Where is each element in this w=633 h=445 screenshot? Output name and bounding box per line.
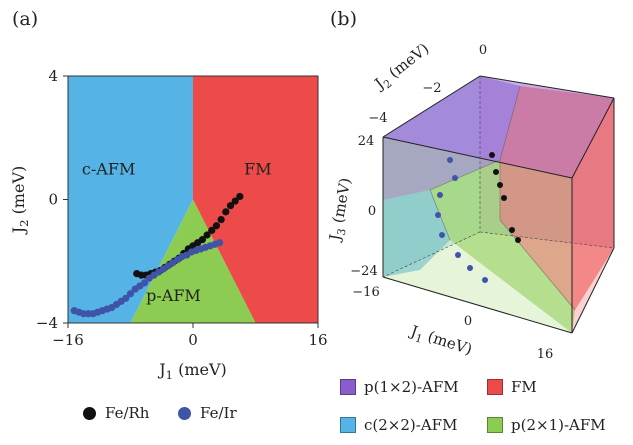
point-fe-rh [203, 231, 211, 239]
point-fe-ir [215, 239, 224, 247]
legend-item-p1x2-afm: p(1×2)-AFM [340, 378, 459, 396]
point-fe-ir [122, 294, 130, 302]
cube-edge [571, 247, 615, 334]
j1-tick-label: 0 [464, 314, 472, 329]
point-3d-fe-rh [515, 237, 521, 243]
y-tick-label: 0 [48, 191, 58, 209]
legend-swatch-c2x2-afm [340, 417, 356, 433]
point-fe-rh [231, 197, 239, 205]
panel-label-b: (b) [330, 8, 357, 30]
point-3d-fe-rh [497, 182, 503, 188]
cube-hidden-edge [479, 231, 615, 249]
j3-tick-label: 0 [368, 204, 376, 219]
cube-top-face [383, 76, 614, 178]
j1-tick-label: −16 [352, 285, 379, 300]
point-3d-fe-rh [493, 169, 499, 175]
y-axis-label: J2 (meV) [9, 166, 31, 236]
x-tick-label: 0 [188, 331, 198, 349]
point-3d-fe-ir [455, 252, 461, 258]
cube-edge [382, 136, 573, 179]
phase-volume-p2x1-afm [430, 160, 575, 333]
legend-swatch-p1x2-afm [340, 379, 356, 395]
cube-edge [479, 75, 615, 99]
point-3d-fe-ir [482, 277, 488, 283]
legend-swatch-fm [487, 379, 503, 395]
point-fe-rh [217, 215, 225, 224]
point-3d-fe-ir [435, 212, 441, 218]
point-fe-ir [126, 290, 135, 298]
legend-label-c2x2-afm: c(2×2)-AFM [364, 416, 458, 434]
phase-volume-p1x2-afm [383, 76, 520, 200]
region-label-p-afm: p-AFM [146, 286, 201, 305]
cube-edge [571, 97, 615, 179]
point-3d-fe-ir [467, 265, 473, 271]
cube-edge [382, 75, 481, 138]
j2-tick-label: −2 [422, 81, 441, 96]
region-p-afm [130, 199, 256, 323]
legend-label-p1x2-afm: p(1×2)-AFM [364, 378, 459, 396]
phase-volume-c2x2-afm [383, 190, 450, 277]
phase-boundary-line [499, 219, 576, 311]
legend-marker-fe-rh [83, 406, 96, 420]
x-axis-label: J1 (meV) [157, 360, 227, 382]
legend-item-p2x1-afm: p(2×1)-AFM [487, 416, 606, 434]
j1-tick-label: 16 [537, 347, 554, 362]
legend-label-fe-rh: Fe/Rh [105, 404, 150, 422]
legend-marker-fe-ir [178, 406, 191, 420]
j3-axis-label: J3 (meV) [325, 176, 357, 244]
legend-item-fe-rh: Fe/Rh [83, 404, 149, 422]
point-3d-fe-rh [489, 152, 495, 158]
legend-label-fm: FM [511, 378, 537, 396]
legend-item-fm: FM [487, 378, 537, 396]
point-fe-rh [222, 208, 230, 216]
phase-boundary-line [499, 85, 521, 161]
j3-tick-label: −24 [350, 264, 377, 279]
region-label-c-afm: c-AFM [82, 160, 135, 179]
cube-hidden-edge [382, 231, 481, 278]
legend-item-c2x2-afm: c(2×2)-AFM [340, 416, 457, 434]
point-3d-fe-rh [501, 195, 507, 201]
point-fe-rh [236, 192, 244, 201]
legend-swatch-p2x1-afm [487, 417, 503, 433]
point-fe-rh [212, 222, 221, 230]
point-fe-rh [198, 236, 206, 244]
region-label-fm: FM [244, 160, 271, 179]
j2-tick-label: −4 [368, 111, 387, 126]
point-3d-fe-ir [437, 192, 443, 198]
point-3d-fe-ir [439, 232, 445, 238]
x-tick-label: 16 [308, 331, 327, 349]
j2-tick-label: 0 [479, 43, 487, 58]
cube-edge [382, 276, 573, 334]
point-fe-ir [140, 279, 149, 287]
cube-right-face [572, 98, 614, 333]
panel-label-a: (a) [12, 8, 39, 30]
legend-label-p2x1-afm: p(2×1)-AFM [511, 416, 606, 434]
x-tick-label: −16 [52, 331, 84, 349]
point-3d-fe-rh [509, 227, 515, 233]
point-3d-fe-ir [452, 175, 458, 181]
point-3d-fe-ir [447, 157, 453, 163]
y-tick-label: 4 [48, 67, 58, 85]
point-fe-rh [208, 226, 216, 234]
legend-label-fe-ir: Fe/Ir [200, 404, 237, 422]
point-fe-rh [226, 202, 235, 210]
legend-item-fe-ir: Fe/Ir [178, 404, 237, 422]
j3-tick-label: 24 [358, 134, 375, 149]
y-tick-label: −4 [36, 314, 58, 332]
phase-boundary-line [429, 159, 501, 191]
cube-front-face [383, 137, 572, 333]
